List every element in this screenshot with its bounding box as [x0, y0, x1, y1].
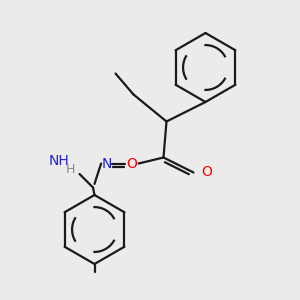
Text: O: O	[201, 166, 212, 179]
Text: O: O	[127, 157, 137, 170]
Text: N: N	[101, 157, 112, 170]
Text: H: H	[66, 163, 75, 176]
Text: NH: NH	[48, 154, 69, 168]
